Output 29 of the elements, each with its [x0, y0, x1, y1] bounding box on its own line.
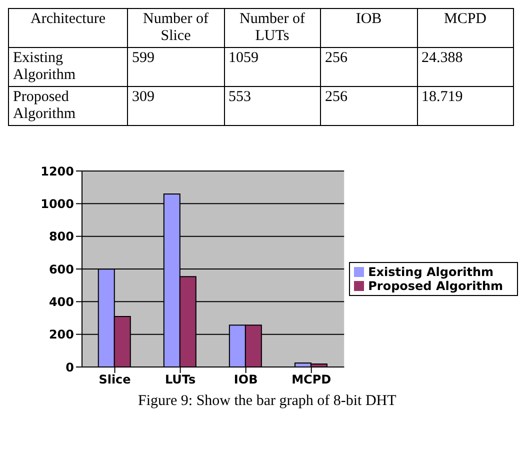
y-tick-label: 800 — [48, 230, 74, 244]
text: Number of Slice — [128, 8, 224, 48]
text: Existing Algorithm — [13, 50, 76, 83]
text: Number of LUTs — [224, 8, 320, 48]
y-tick-label: 600 — [48, 262, 74, 276]
text: Architecture — [8, 8, 128, 48]
y-tick-label: 1000 — [40, 196, 74, 211]
y-tick-label: 0 — [66, 360, 74, 374]
x-tick-label: Slice — [98, 372, 131, 387]
text: 309 — [128, 86, 224, 126]
y-tick-label: 1200 — [40, 164, 74, 178]
text: MCPD — [417, 8, 514, 48]
y-tick-label: 400 — [48, 294, 74, 309]
x-tick-label: LUTs — [164, 372, 196, 387]
legend-label: Existing Algorithm — [368, 264, 494, 278]
x-tick-label: MCPD — [292, 372, 332, 387]
text: 553 — [224, 86, 320, 126]
text: Proposed Algorithm — [13, 89, 76, 122]
y-tick-label: 200 — [48, 328, 74, 342]
text: 18.719 — [417, 86, 514, 126]
text: IOB — [320, 8, 417, 48]
text: 1059 — [224, 48, 320, 86]
text: 599 — [128, 48, 224, 86]
text: 256 — [320, 86, 417, 126]
text: 24.388 — [417, 48, 514, 86]
text: 256 — [320, 48, 417, 86]
caption: Figure 9: Show the bar graph of 8-bit DHT — [138, 393, 398, 410]
x-tick-label: IOB — [234, 372, 258, 387]
legend-label: Proposed Algorithm — [368, 278, 503, 292]
